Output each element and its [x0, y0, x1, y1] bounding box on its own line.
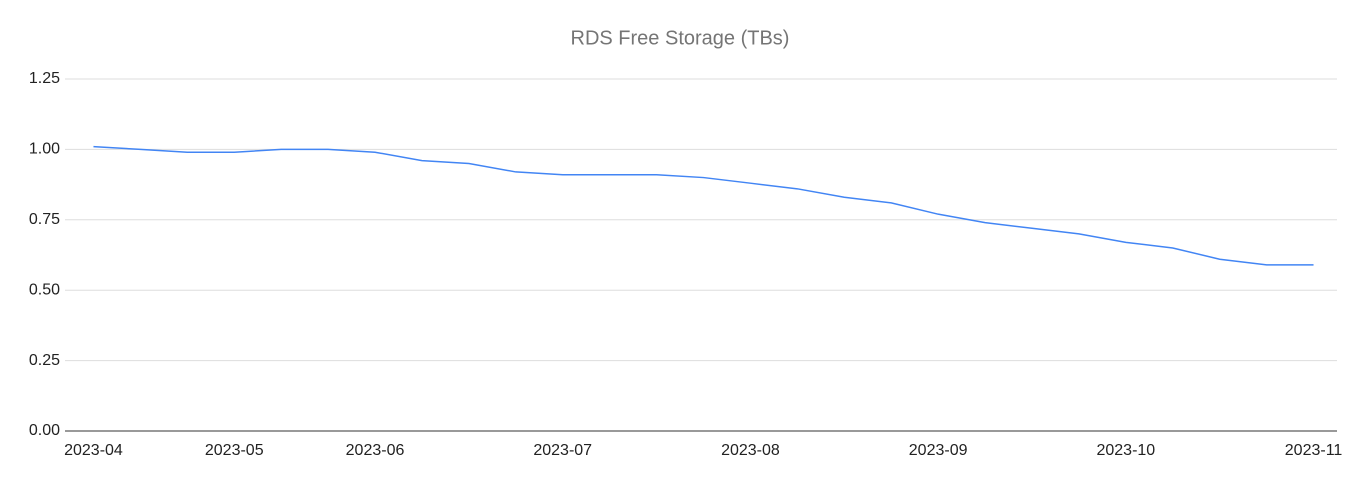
x-tick-label: 2023-07 — [533, 442, 592, 459]
x-tick-label: 2023-05 — [205, 442, 264, 459]
y-tick-label: 0.25 — [29, 352, 60, 369]
x-tick-label: 2023-06 — [346, 442, 405, 459]
x-tick-label: 2023-04 — [64, 442, 123, 459]
y-tick-label: 0.50 — [29, 281, 60, 298]
chart-title: RDS Free Storage (TBs) — [571, 27, 790, 49]
y-tick-label: 0.00 — [29, 422, 60, 439]
x-tick-label: 2023-08 — [721, 442, 780, 459]
x-tick-label: 2023-10 — [1096, 442, 1155, 459]
y-tick-label: 0.75 — [29, 211, 60, 228]
y-tick-label: 1.00 — [29, 141, 60, 158]
line-series — [93, 145, 1314, 266]
y-tick-label: 1.25 — [29, 70, 60, 87]
x-tick-label: 2023-09 — [909, 442, 968, 459]
x-tick-label: 2023-11 — [1285, 442, 1343, 459]
